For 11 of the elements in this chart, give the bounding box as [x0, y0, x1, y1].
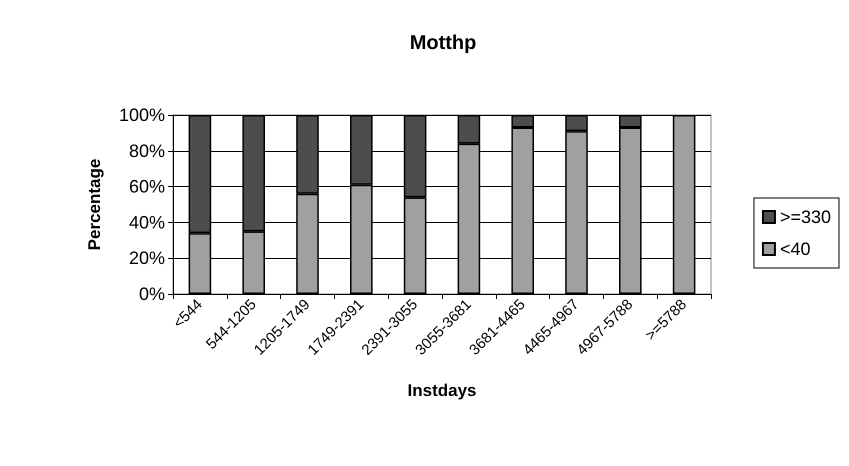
y-tick-label: 20%	[128, 248, 165, 268]
legend-label: >=330	[780, 207, 832, 227]
y-tick-label: 60%	[128, 176, 165, 197]
legend-label: <40	[780, 239, 810, 259]
y-axis-title: Percentage	[85, 158, 104, 250]
y-tick-label: 80%	[128, 140, 165, 161]
x-axis-title: Instdays	[408, 381, 476, 400]
y-tick-label: 40%	[128, 212, 165, 232]
y-tick-label: 100%	[118, 105, 165, 125]
chart-title: Motthp	[410, 32, 476, 54]
y-tick-label: 0%	[138, 284, 165, 304]
